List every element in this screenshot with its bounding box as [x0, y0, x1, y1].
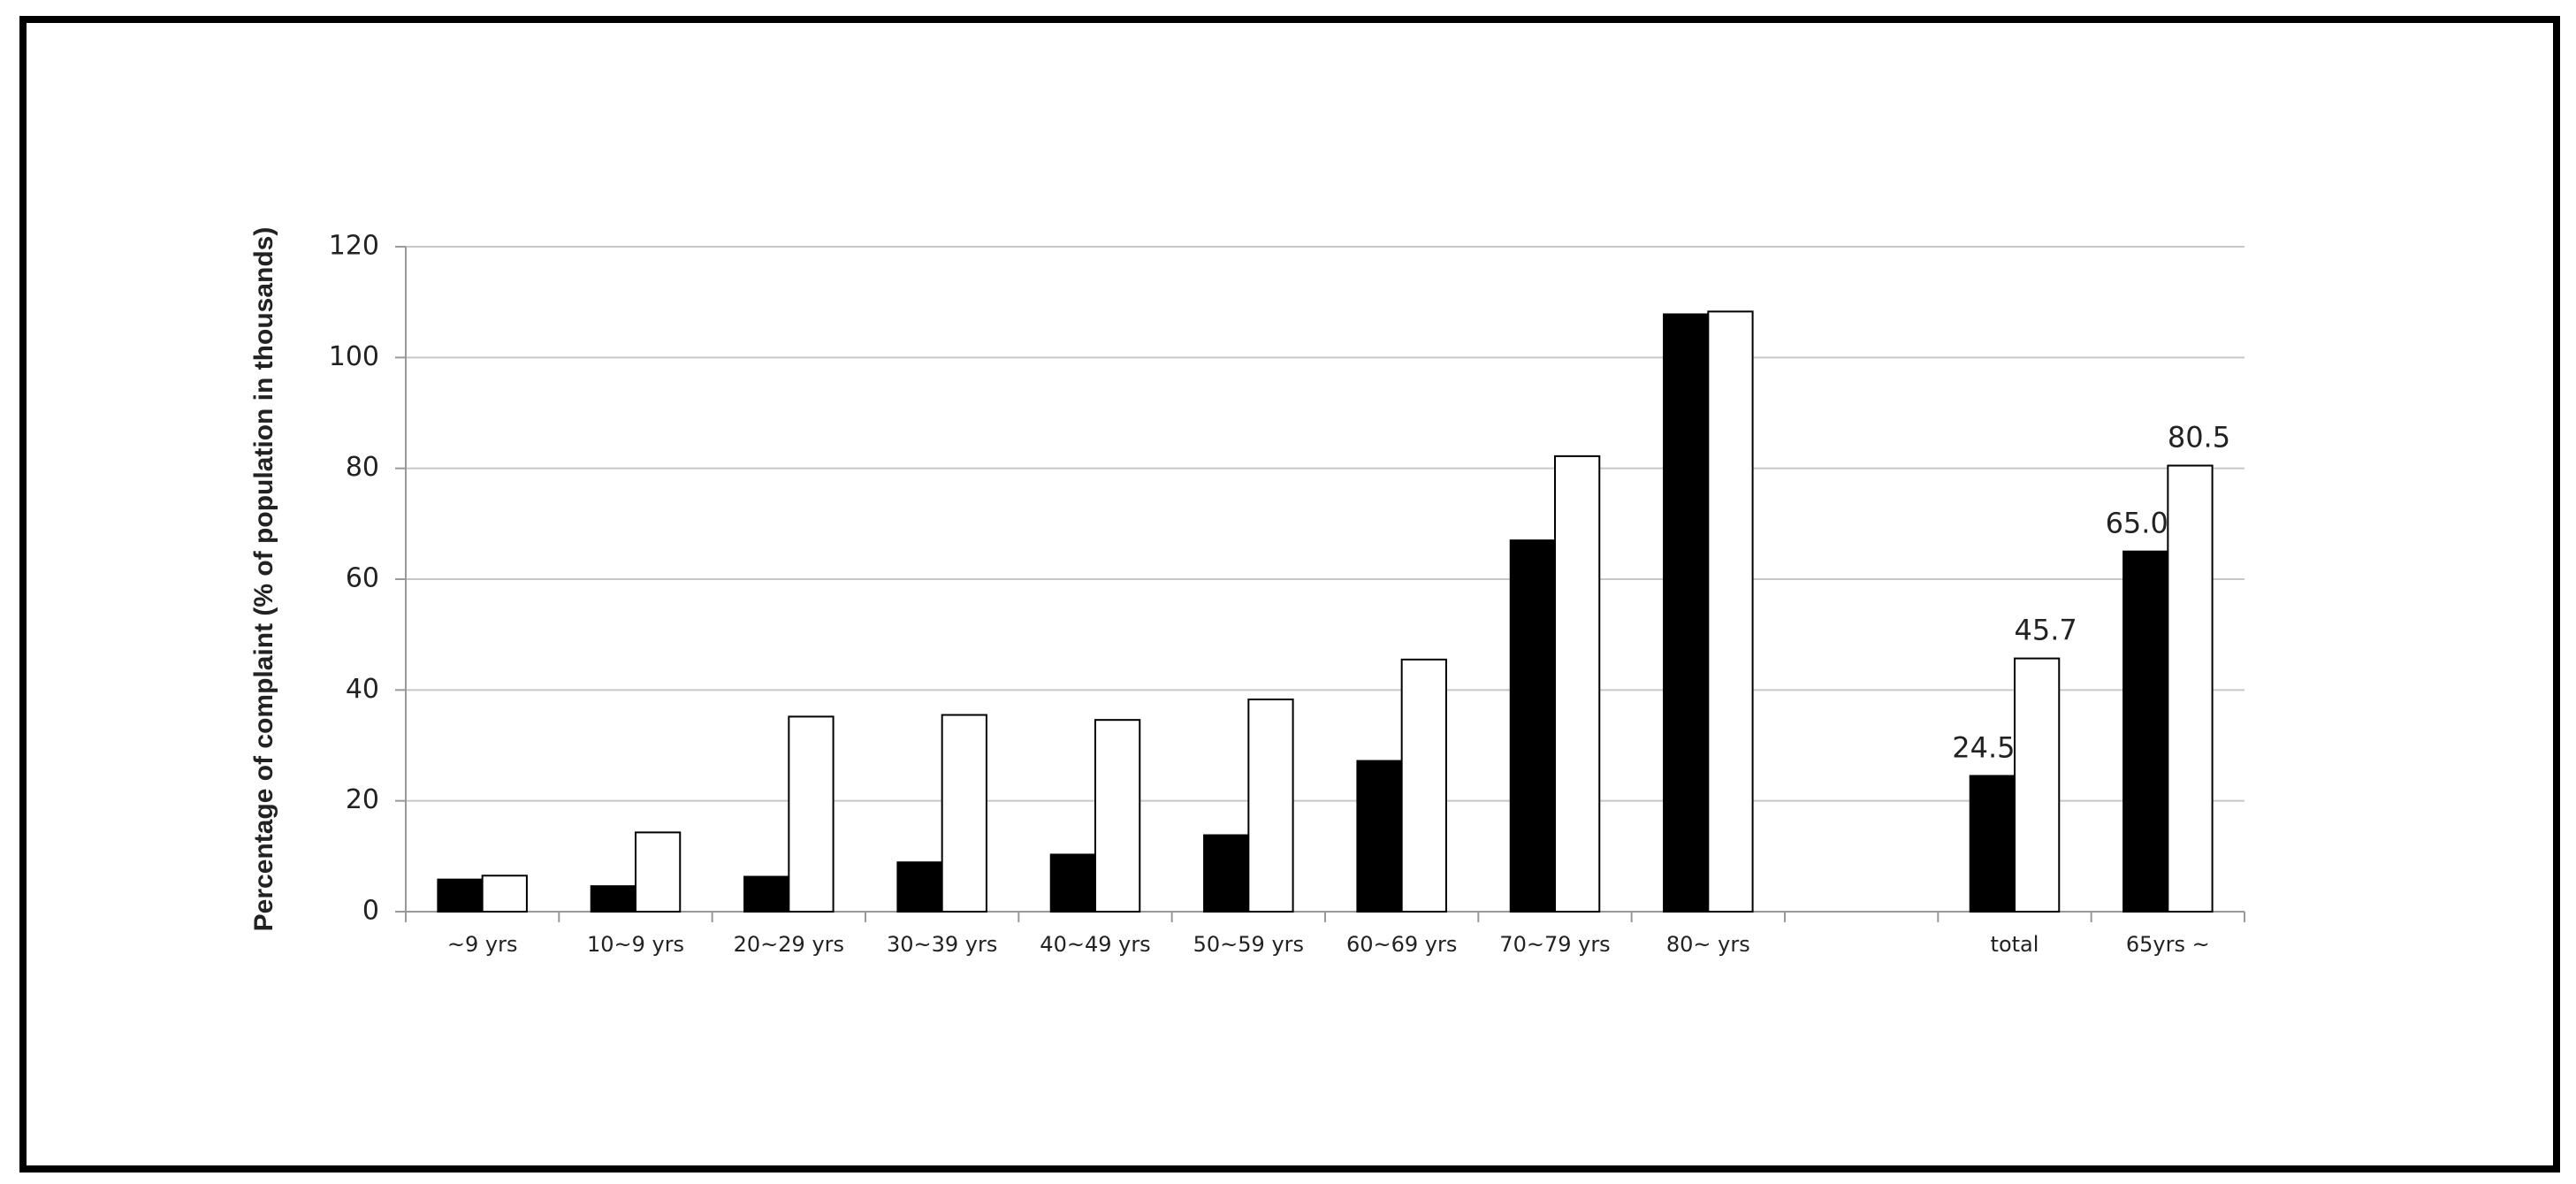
y-tick-label: 120: [329, 231, 379, 262]
bar: [590, 885, 637, 913]
bar: [2014, 657, 2061, 913]
x-tick-label: 60~69 yrs: [1346, 932, 1457, 957]
y-tick-label: 40: [346, 674, 379, 705]
bar: [437, 878, 484, 913]
y-tick-label: 0: [362, 896, 379, 927]
x-tick-label: 80~ yrs: [1666, 932, 1750, 957]
y-tick-label: 100: [329, 341, 379, 372]
bar: [1247, 698, 1294, 913]
bar: [1663, 313, 1710, 913]
x-tick-label: 50~59 yrs: [1193, 932, 1304, 957]
bar: [1203, 834, 1250, 913]
value-label: 24.5: [1952, 730, 2015, 764]
bar: [2123, 550, 2169, 913]
bar: [743, 875, 790, 913]
bar: [2167, 464, 2214, 913]
value-label: 65.0: [2106, 507, 2168, 540]
y-tick-label: 20: [346, 784, 379, 815]
y-tick-label: 60: [346, 563, 379, 594]
bar: [1554, 455, 1601, 913]
bar: [635, 831, 682, 913]
bar: [1094, 719, 1141, 913]
bar: [1707, 310, 1754, 913]
x-tick-label: 65yrs ~: [2126, 932, 2210, 957]
bar: [1509, 539, 1556, 913]
x-tick-label: total: [1991, 932, 2039, 957]
y-axis-label: Percentage of complaint (% of population…: [249, 227, 278, 932]
bar: [1400, 658, 1447, 913]
x-tick-label: 40~49 yrs: [1040, 932, 1150, 957]
bar: [788, 715, 835, 913]
frame: [19, 16, 2560, 1173]
bar: [1049, 853, 1096, 913]
x-tick-label: 70~79 yrs: [1499, 932, 1610, 957]
x-tick-label: 10~9 yrs: [587, 932, 684, 957]
x-tick-label: ~9 yrs: [447, 932, 518, 957]
x-tick-label: 30~39 yrs: [887, 932, 997, 957]
bar: [1969, 775, 2016, 913]
bar: [941, 714, 987, 913]
bar: [481, 875, 528, 913]
bar: [896, 861, 943, 913]
value-label: 45.7: [2015, 614, 2077, 647]
y-tick-label: 80: [346, 452, 379, 483]
x-tick-label: 20~29 yrs: [734, 932, 844, 957]
bar: [1356, 760, 1403, 913]
value-label: 80.5: [2168, 421, 2230, 455]
